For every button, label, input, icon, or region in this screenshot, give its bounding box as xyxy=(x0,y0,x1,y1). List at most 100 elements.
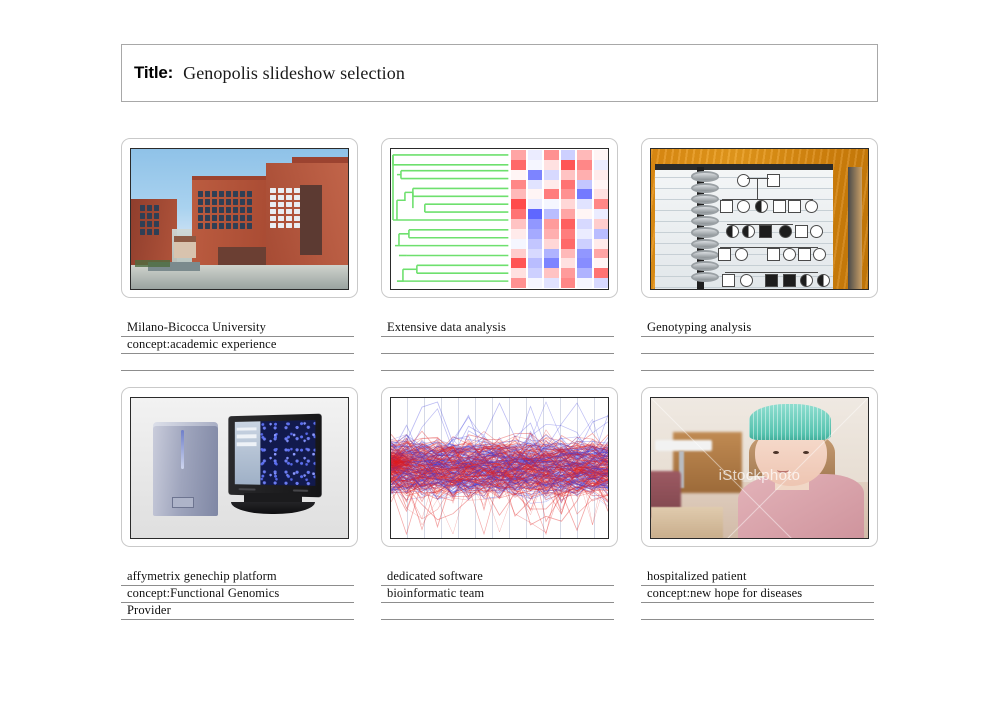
spiral-ring xyxy=(691,171,719,182)
heatmap-cell xyxy=(560,179,576,190)
pedigree-square xyxy=(795,225,809,239)
hospitalized-child-photo[interactable]: iStockphoto xyxy=(650,397,869,539)
heatmap-cell xyxy=(527,228,543,239)
slide-card[interactable] xyxy=(381,387,618,547)
heatmap-cell xyxy=(544,258,559,269)
caption-line xyxy=(381,603,614,620)
heatmap-cell xyxy=(593,179,608,190)
pedigree-circle-filled xyxy=(778,225,792,239)
heatmap-cell xyxy=(544,159,559,170)
heatmap-cell xyxy=(511,150,526,160)
heatmap-cell xyxy=(527,150,543,160)
heatmap-cell xyxy=(560,159,576,170)
spiral-ring xyxy=(691,249,719,261)
cap-texture xyxy=(748,403,832,440)
heatmap-cell xyxy=(577,268,592,279)
heatmap-cell xyxy=(544,169,559,180)
slide-card[interactable] xyxy=(121,138,358,298)
caption-block: Genotyping analysis xyxy=(641,320,874,371)
heatmap-cell xyxy=(544,150,559,160)
parallel-coordinates-plot[interactable] xyxy=(390,397,609,539)
slide-card[interactable] xyxy=(121,387,358,547)
heatmap-cell xyxy=(544,219,559,229)
house-small xyxy=(174,236,197,259)
page-title: Genopolis slideshow selection xyxy=(183,62,405,83)
medical-cart xyxy=(655,440,712,452)
heatmap-cell xyxy=(527,199,543,210)
heatmap-column xyxy=(527,150,543,289)
monitor xyxy=(228,413,323,498)
heatmap-cell xyxy=(560,189,576,200)
pedigree-link xyxy=(719,247,818,249)
scanner-slot xyxy=(180,430,185,470)
dendrogram-heatmap-figure[interactable] xyxy=(390,148,609,290)
pedigree-square xyxy=(722,273,736,287)
slide-cell-university: Milano-Bicocca University concept:academ… xyxy=(121,138,358,371)
heatmap-cell xyxy=(577,150,592,160)
pedigree-square xyxy=(767,173,781,187)
caption-line: Genotyping analysis xyxy=(641,320,874,337)
pedigree-link xyxy=(722,198,813,200)
heatmap-cell xyxy=(593,258,608,269)
cart-stand xyxy=(679,451,684,488)
pedigree-notebook-photo[interactable] xyxy=(650,148,869,290)
heatmap-cell xyxy=(511,189,526,200)
pedigree-link xyxy=(724,272,818,274)
caption-line: Milano-Bicocca University xyxy=(121,320,354,337)
caption-line: bioinformatic team xyxy=(381,586,614,603)
heatmap-cell xyxy=(544,189,559,200)
caption-line xyxy=(641,354,874,371)
heatmap-cell xyxy=(560,150,576,160)
heatmap-cell xyxy=(527,179,543,190)
plot-gridlines xyxy=(391,398,608,538)
pedigree-square xyxy=(772,200,786,214)
slide-grid: Milano-Bicocca University concept:academ… xyxy=(121,138,878,620)
watermark-cross xyxy=(651,398,868,538)
slide-card[interactable] xyxy=(381,138,618,298)
child-mouth xyxy=(776,467,789,473)
heatmap-cell xyxy=(544,268,559,279)
child-eye xyxy=(772,451,779,455)
slide-row-2: affymetrix genechip platform concept:Fun… xyxy=(121,387,878,620)
heatmap-cell xyxy=(593,159,608,170)
pedigree-circle xyxy=(812,248,826,262)
child-eye xyxy=(802,451,809,455)
pedigree-square-filled xyxy=(764,273,778,287)
caption-line: Provider xyxy=(121,603,354,620)
caption-line: concept:new hope for diseases xyxy=(641,586,874,603)
heatmap-cell xyxy=(560,209,576,220)
title-label: Title: xyxy=(134,63,174,82)
table xyxy=(651,507,723,538)
slide-cell-child: iStockphoto hospitalized patient concept… xyxy=(641,387,878,620)
density-hotspot xyxy=(391,448,418,477)
pedigree-circle xyxy=(734,248,748,262)
dendrogram-tree xyxy=(392,154,509,282)
heatmap-cell xyxy=(511,199,526,210)
pedigree-circle-half xyxy=(816,273,830,287)
caption-line: affymetrix genechip platform xyxy=(121,569,354,586)
heatmap-cell xyxy=(593,169,608,180)
slide-row-1: Milano-Bicocca University concept:academ… xyxy=(121,138,878,371)
heatmap-cell xyxy=(511,238,526,249)
pedigree-circle-half xyxy=(725,225,739,239)
heatmap-cell xyxy=(593,219,608,229)
software-panel xyxy=(234,421,261,485)
milano-bicocca-university-photo[interactable] xyxy=(130,148,349,290)
pedigree-circle-half xyxy=(754,200,768,214)
scanner-top xyxy=(152,421,218,429)
caption-block: affymetrix genechip platform concept:Fun… xyxy=(121,569,354,620)
affymetrix-scanner-photo[interactable] xyxy=(130,397,349,539)
caption-line: concept:academic experience xyxy=(121,337,354,354)
pedigree-square xyxy=(787,200,801,214)
notebook-top-edge xyxy=(655,164,834,170)
window-grid-mid xyxy=(198,191,253,229)
spiral-ring xyxy=(691,205,719,216)
heatmap-cell xyxy=(527,248,543,259)
ground-plaza xyxy=(131,265,348,289)
istockphoto-watermark: iStockphoto xyxy=(718,466,801,484)
monitor-screen xyxy=(234,420,316,486)
heatmap-cell xyxy=(593,268,608,279)
slide-card[interactable]: iStockphoto xyxy=(641,387,878,547)
heatmap-cell xyxy=(577,199,592,210)
slide-card[interactable] xyxy=(641,138,878,298)
